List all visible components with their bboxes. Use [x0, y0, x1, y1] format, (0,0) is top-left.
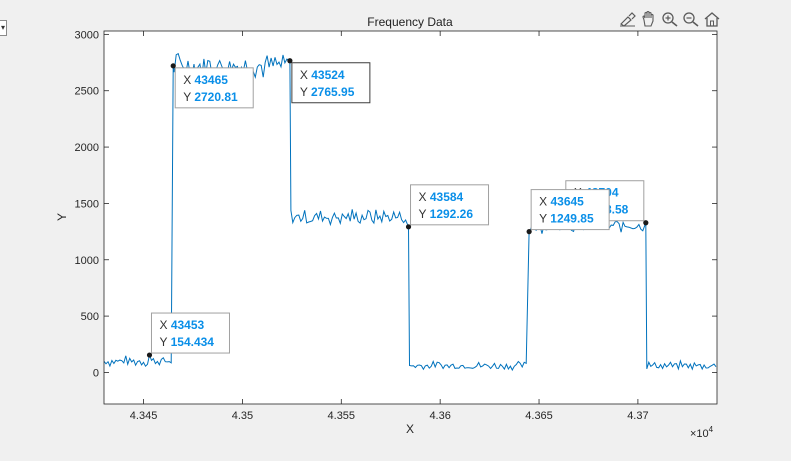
datatip-y-row: Y 1292.26 [419, 207, 474, 221]
zoom-in-icon[interactable] [660, 10, 680, 28]
x-tick-label: 4.345 [130, 410, 158, 422]
datatip-y-value: 2765.95 [311, 85, 355, 99]
axes-toolbar [618, 10, 722, 28]
datatip-x-key: X [539, 195, 550, 209]
datatip-x-value: 43524 [311, 68, 345, 82]
pan-hand-icon[interactable] [639, 10, 659, 28]
datatip-x-row: X 43465 [183, 73, 228, 87]
x-tick-label: 4.365 [525, 410, 553, 422]
datatip-marker[interactable] [146, 352, 153, 358]
datatip-x-row: X 43645 [539, 195, 584, 209]
y-tick-label: 1500 [75, 198, 99, 210]
x-tick-label: 4.36 [429, 410, 450, 422]
datatip-marker[interactable] [526, 229, 532, 235]
y-tick-label: 500 [81, 311, 99, 323]
datatip-marker[interactable] [643, 220, 649, 226]
datatip-box[interactable] [174, 67, 254, 109]
datatip-y-row: Y 2765.95 [300, 85, 355, 99]
datatip-y-value: 2720.81 [194, 90, 238, 104]
datatip-y-key: Y [159, 335, 170, 349]
datatip-y-key: Y [183, 90, 194, 104]
x-exponent-power: 4 [709, 425, 714, 434]
datatip-x-value: 43465 [195, 73, 229, 87]
datatip-y-value: 1292.26 [430, 207, 474, 221]
datatip-box[interactable] [291, 62, 371, 104]
x-tick-label: 4.35 [232, 410, 253, 422]
datatip-x-value: 43645 [550, 195, 584, 209]
axes-frame [103, 30, 718, 405]
datatip-y-row: Y 1249.85 [539, 212, 594, 226]
brush-icon[interactable] [618, 10, 638, 28]
datatip-marker[interactable] [405, 224, 412, 230]
datatip-x-value: 43584 [430, 190, 464, 204]
x-axis-ticks: 4.345 4.35 4.355 4.36 4.365 4.37 [130, 31, 649, 422]
datatip-x-key: X [300, 68, 311, 82]
datatip-y-key: Y [300, 85, 311, 99]
y-tick-label: 1000 [75, 255, 99, 267]
datatip-y-value: 1249.85 [550, 212, 594, 226]
datatip-y-key: Y [539, 212, 550, 226]
datatip-y-value: 154.434 [171, 335, 215, 349]
datatip-marker[interactable] [287, 58, 293, 64]
datatip-box[interactable] [150, 312, 230, 354]
y-tick-label: 2500 [75, 86, 99, 98]
datatip-x-row: X 43584 [419, 190, 464, 204]
home-icon[interactable] [702, 10, 722, 28]
datatip-y-row: Y 2720.81 [183, 90, 238, 104]
y-tick-label: 3000 [75, 29, 99, 41]
x-tick-label: 4.37 [627, 410, 648, 422]
datatip-box[interactable] [530, 189, 610, 231]
zoom-out-icon[interactable] [681, 10, 701, 28]
figure-menu-button[interactable]: ▾ [0, 20, 7, 36]
datatip-x-key: X [183, 73, 194, 87]
x-tick-label: 4.355 [328, 410, 356, 422]
y-axis-label: Y [55, 213, 69, 221]
datatip-y-key: Y [419, 207, 430, 221]
datatip-marker[interactable] [170, 63, 176, 69]
y-tick-label: 2000 [75, 142, 99, 154]
datatip-x-value: 43453 [171, 318, 205, 332]
datatip-x-row: X 43524 [300, 68, 345, 82]
datatip-x-key: X [419, 190, 430, 204]
chart-title: Frequency Data [367, 15, 453, 29]
datatip-x-key: X [159, 318, 170, 332]
x-exponent-base: ×10 [690, 428, 709, 440]
datatip-y-row: Y 154.434 [159, 335, 214, 349]
datatip-x-row: X 43453 [159, 318, 204, 332]
datatip-box[interactable] [410, 184, 490, 226]
y-axis-ticks: 0 500 1000 1500 2000 2500 3000 [75, 29, 717, 379]
y-tick-label: 0 [93, 367, 99, 379]
x-axis-label: X [406, 422, 414, 436]
x-axis-exponent: ×104 [690, 425, 714, 440]
